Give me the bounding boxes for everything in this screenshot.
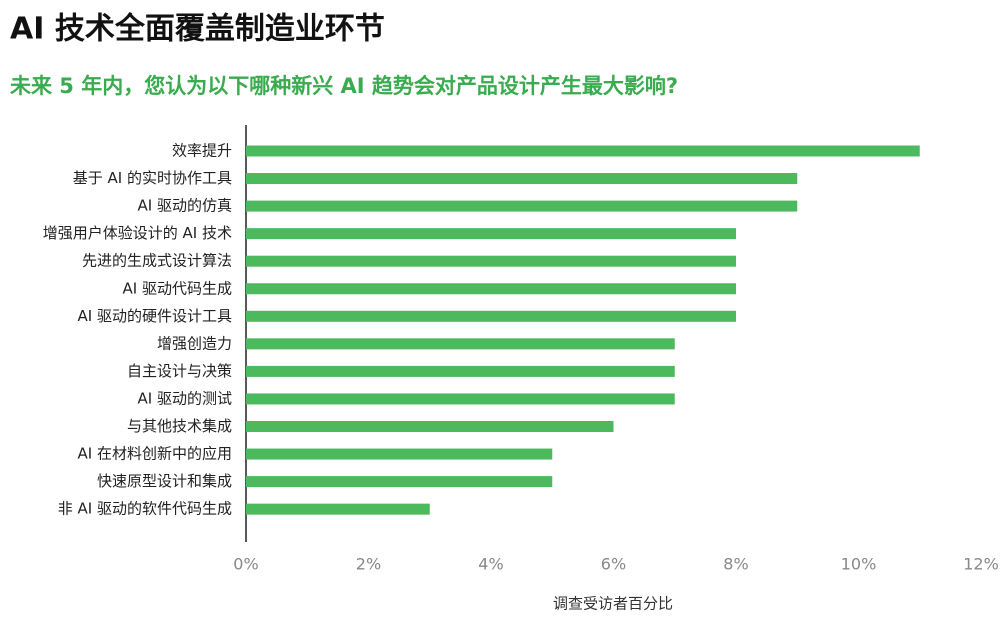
x-tick-label: 4% bbox=[478, 555, 503, 574]
y-tick-label: 非 AI 驱动的软件代码生成 bbox=[58, 500, 232, 518]
y-tick-label: 增强创造力 bbox=[157, 334, 232, 352]
bar bbox=[246, 365, 675, 377]
y-tick-label: 基于 AI 的实时协作工具 bbox=[73, 169, 232, 187]
y-tick-label: 效率提升 bbox=[172, 142, 232, 160]
x-tick-label: 8% bbox=[723, 555, 748, 574]
bar bbox=[246, 310, 736, 322]
y-tick-label: 与其他技术集成 bbox=[127, 417, 232, 435]
x-tick-label: 12% bbox=[963, 555, 999, 574]
bar bbox=[246, 228, 736, 240]
bar bbox=[246, 448, 553, 460]
bar bbox=[246, 338, 675, 350]
bar bbox=[246, 393, 675, 405]
y-tick-label: 快速原型设计和集成 bbox=[97, 472, 232, 490]
bar bbox=[246, 173, 798, 185]
y-tick-label: AI 在材料创新中的应用 bbox=[78, 445, 232, 463]
y-tick-label: AI 驱动的测试 bbox=[138, 389, 232, 407]
bar bbox=[246, 283, 736, 295]
chart-title: AI 技术全面覆盖制造业环节 bbox=[10, 12, 385, 47]
x-tick-label: 2% bbox=[356, 555, 381, 574]
bar bbox=[246, 503, 430, 515]
y-tick-label: 先进的生成式设计算法 bbox=[82, 252, 232, 270]
x-tick-label: 0% bbox=[233, 555, 258, 574]
y-tick-label: 增强用户体验设计的 AI 技术 bbox=[43, 224, 232, 242]
chart-subtitle: 未来 5 年内，您认为以下哪种新兴 AI 趋势会对产品设计产生最大影响? bbox=[10, 74, 678, 98]
x-tick-label: 6% bbox=[601, 555, 626, 574]
y-tick-label: 自主设计与决策 bbox=[127, 362, 232, 380]
y-tick-label: AI 驱动代码生成 bbox=[123, 279, 232, 297]
bar bbox=[246, 200, 798, 212]
bar bbox=[246, 255, 736, 267]
bar bbox=[246, 145, 920, 157]
x-axis-label: 调查受访者百分比 bbox=[553, 595, 673, 613]
bar bbox=[246, 476, 553, 488]
y-tick-label: AI 驱动的仿真 bbox=[138, 197, 232, 215]
x-tick-label: 10% bbox=[841, 555, 877, 574]
y-tick-label: AI 驱动的硬件设计工具 bbox=[78, 307, 232, 325]
bar bbox=[246, 421, 614, 432]
